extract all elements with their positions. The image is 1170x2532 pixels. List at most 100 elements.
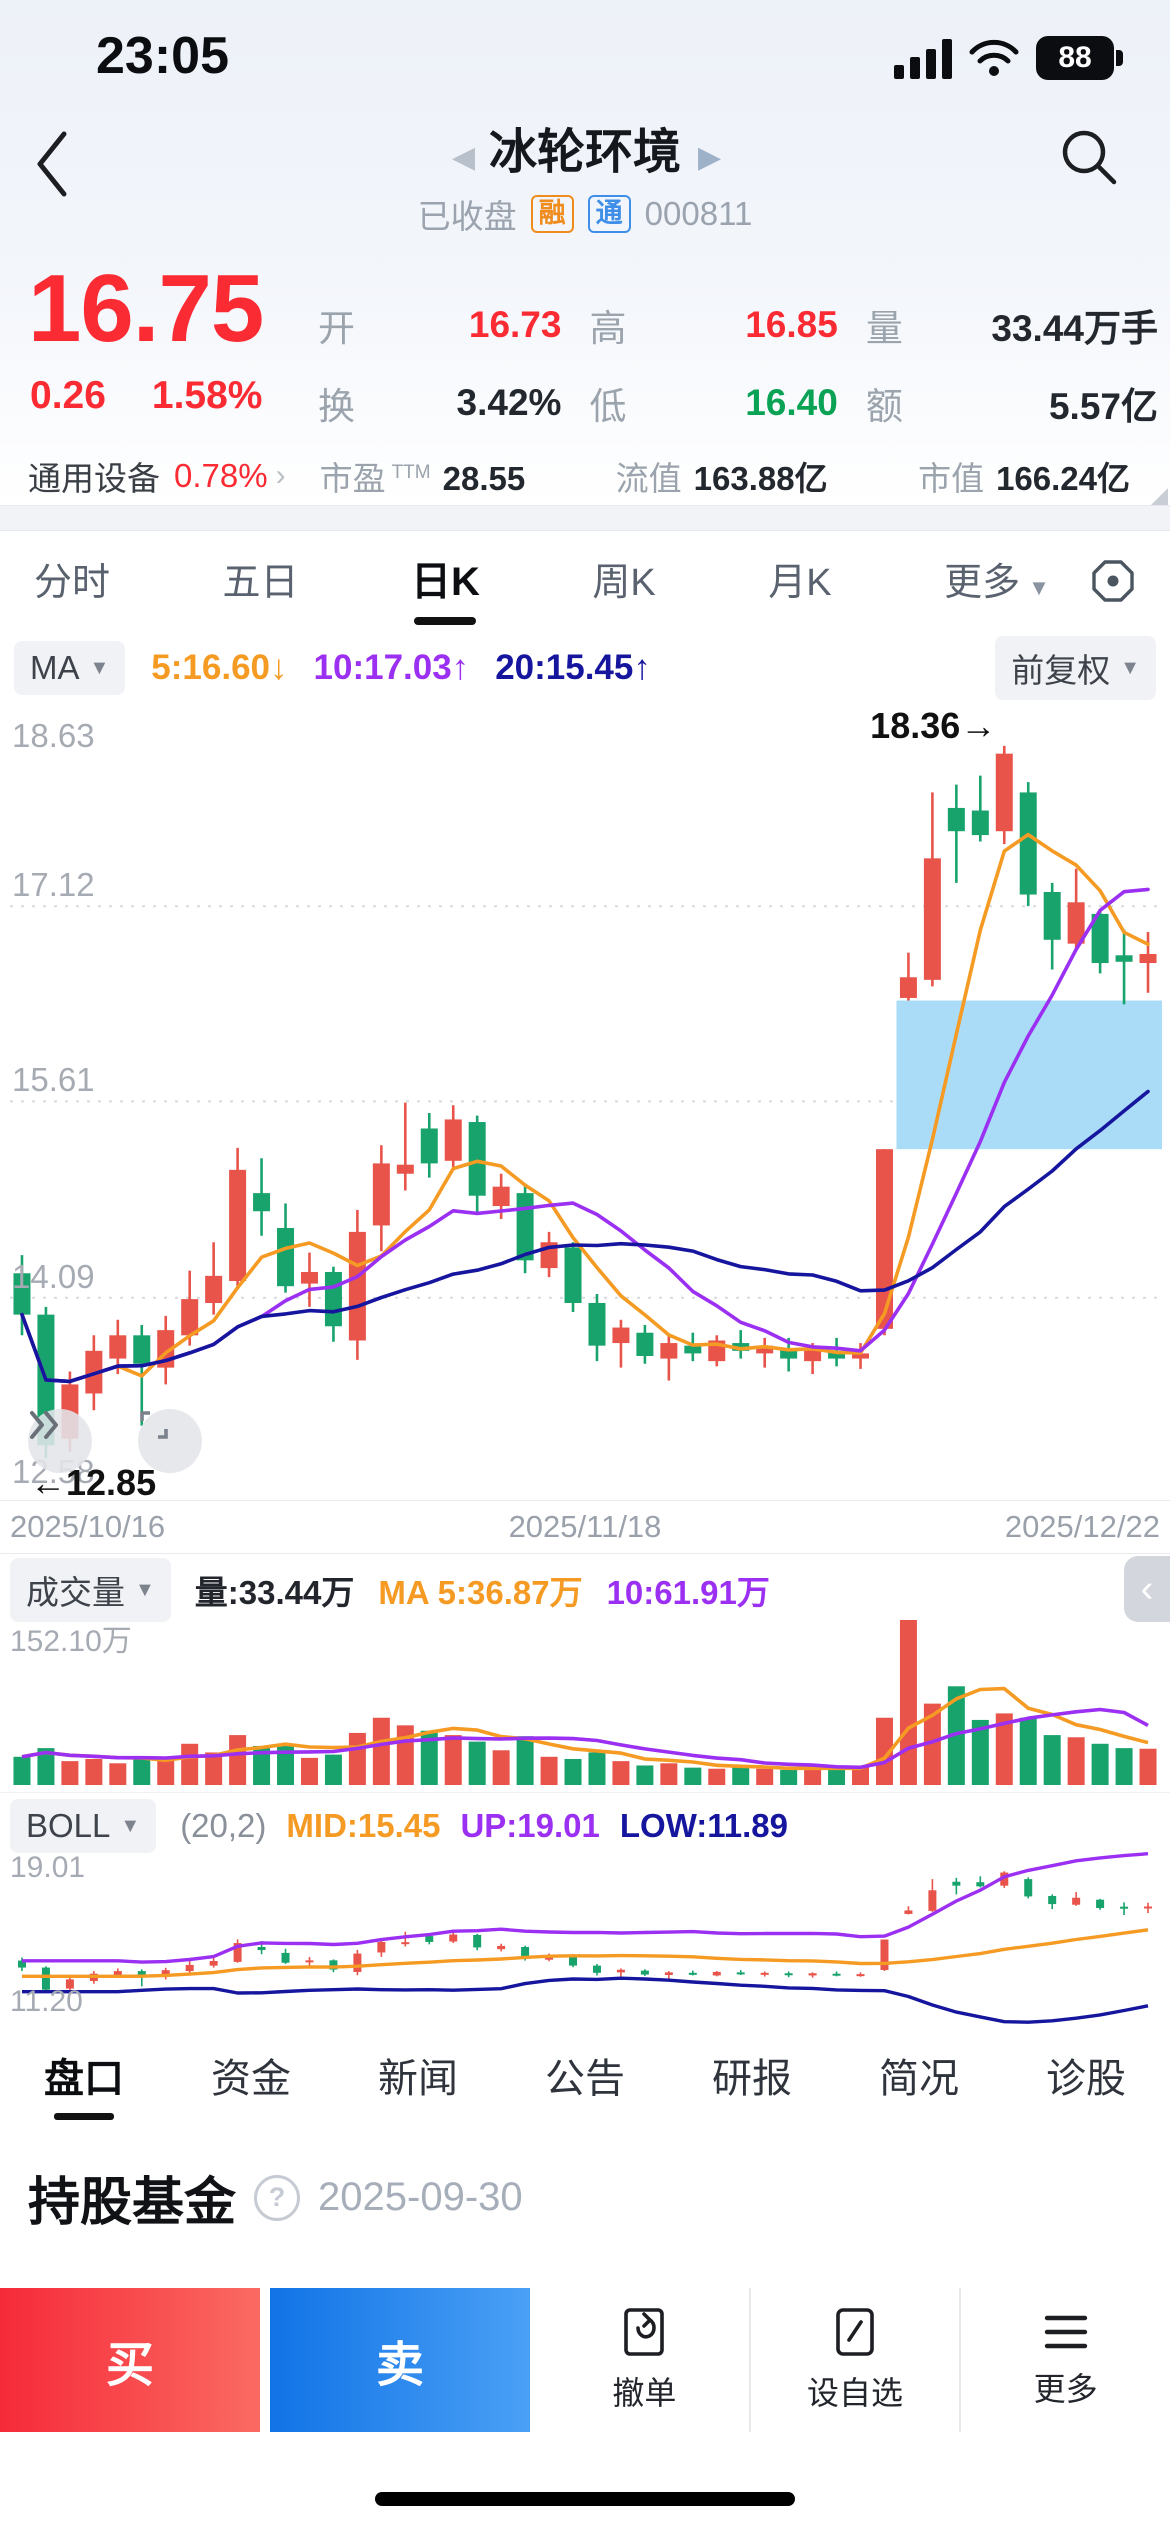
- valuation-value: 28.55: [442, 460, 526, 497]
- more-actions-label: 更多: [1033, 2371, 1098, 2407]
- period-tab-分时[interactable]: 分时: [34, 561, 111, 604]
- period-tab-五日[interactable]: 五日: [222, 561, 299, 604]
- valuation-label: 市盈: [319, 460, 386, 497]
- price-change-pct: 1.58%: [151, 374, 263, 417]
- quote-stat-1: 高 16.85: [589, 298, 837, 352]
- cellular-signal-icon: [894, 37, 952, 79]
- ma-value-1: 10:17.03↑: [313, 648, 470, 687]
- chart-settings-icon[interactable]: [1090, 558, 1136, 604]
- sector-arrow-icon: ›: [275, 459, 286, 492]
- volume-indicator-selector[interactable]: 成交量 ▼: [10, 1558, 171, 1622]
- menu-icon: [1044, 2315, 1087, 2349]
- quote-stat-label: 高: [589, 308, 627, 349]
- battery-percent: 88: [1058, 41, 1092, 74]
- wifi-icon: [969, 39, 1019, 76]
- stock-title: 冰轮环境: [488, 126, 681, 179]
- sell-button[interactable]: 卖: [270, 2288, 530, 2432]
- detail-tab-资金[interactable]: 资金: [211, 2057, 291, 2101]
- cancel-order-icon: [624, 2308, 665, 2356]
- ma-selector-label: MA: [30, 649, 80, 686]
- detail-tab-诊股[interactable]: 诊股: [1046, 2057, 1126, 2101]
- quote-stat-value: 16.85: [745, 304, 838, 345]
- period-tab-月K[interactable]: 月K: [768, 561, 832, 604]
- ma-value-2: 20:15.45↑: [495, 648, 651, 687]
- date-mid: 2025/11/18: [508, 1509, 662, 1544]
- current-price: 16.75: [28, 255, 264, 362]
- help-icon[interactable]: ?: [254, 2174, 301, 2221]
- collapse-panel-button[interactable]: ‹: [1124, 1556, 1170, 1622]
- status-time: 23:05: [96, 27, 229, 85]
- price-change-row: 0.26 1.58%: [30, 374, 263, 418]
- more-actions-button[interactable]: 更多: [959, 2288, 1170, 2432]
- volume-max-label: 152.10万: [10, 1625, 132, 1658]
- boll-legend-1: MID:15.45: [286, 1807, 441, 1844]
- volume-svg: [13, 1620, 1157, 1785]
- prev-stock-icon[interactable]: ◀: [452, 141, 476, 174]
- detail-tab-简况[interactable]: 简况: [879, 2057, 959, 2101]
- cancel-order-button[interactable]: 撤单: [540, 2288, 749, 2432]
- detail-tab-研报[interactable]: 研报: [712, 2057, 792, 2101]
- detail-tab-盘口[interactable]: 盘口: [44, 2038, 124, 2120]
- boll-legend-3: LOW:11.89: [619, 1807, 789, 1844]
- header: ◀ 冰轮环境 ▶ 已收盘 融 通 000811: [0, 110, 1170, 260]
- sector-row[interactable]: 通用设备 0.78% › 市盈 TTM 28.55 流值 163.88亿 市值 166.24…: [28, 452, 1130, 500]
- edit-watchlist-icon: [836, 2308, 874, 2356]
- home-indicator[interactable]: [375, 2492, 795, 2506]
- action-items: 撤单 设自选 更多: [540, 2288, 1170, 2432]
- valuation-item-2: 市值 166.24亿: [918, 452, 1130, 500]
- period-tab-bar: 分时 五日 日K 周K 月K 更多 ▼: [0, 529, 1170, 633]
- high-price-annotation: 18.36→: [870, 705, 997, 746]
- valuation-value: 166.24亿: [996, 460, 1130, 497]
- quote-stat-value: 5.57亿: [1048, 386, 1158, 427]
- caret-down-icon: ▼: [135, 1578, 155, 1601]
- date-start: 2025/10/16: [10, 1509, 166, 1544]
- volume-selector-label: 成交量: [26, 1574, 125, 1611]
- quote-stat-label: 开: [318, 308, 355, 349]
- fast-forward-button[interactable]: [28, 1409, 92, 1473]
- quote-stat-value: 16.40: [745, 382, 838, 423]
- adjust-mode-label: 前复权: [1011, 652, 1111, 689]
- stock-code: 000811: [644, 195, 753, 232]
- quote-stat-value: 16.73: [468, 304, 562, 345]
- detail-tab-新闻[interactable]: 新闻: [378, 2057, 458, 2101]
- fullscreen-button[interactable]: [138, 1409, 202, 1473]
- detail-tab-公告[interactable]: 公告: [545, 2057, 625, 2101]
- kline-svg: [10, 745, 1164, 1459]
- search-button[interactable]: [1056, 124, 1126, 194]
- boll-indicator-selector[interactable]: BOLL ▼: [10, 1799, 157, 1853]
- period-tab-更多[interactable]: 更多 ▼: [944, 561, 1050, 604]
- quote-stat-4: 低 16.40: [589, 376, 837, 430]
- status-icons: 88: [894, 36, 1123, 80]
- quote-stat-0: 开 16.73: [318, 298, 561, 352]
- ma-selector[interactable]: MA ▼: [14, 641, 126, 695]
- add-watchlist-button[interactable]: 设自选: [748, 2288, 960, 2432]
- sector-name: 通用设备: [28, 460, 160, 497]
- period-tab-周K[interactable]: 周K: [592, 561, 656, 604]
- boll-svg: [17, 1852, 1153, 2024]
- fund-section-title: 持股基金: [28, 2174, 237, 2232]
- adjust-mode-selector[interactable]: 前复权 ▼: [995, 636, 1156, 700]
- y-axis-label-2: 15.61: [12, 1061, 95, 1099]
- caret-down-icon: ▼: [1120, 656, 1140, 679]
- period-tab-日K[interactable]: 日K: [411, 537, 480, 625]
- fund-section: 持股基金 ? 2025-09-30: [0, 2122, 1170, 2288]
- search-icon: [1062, 130, 1117, 185]
- next-stock-icon[interactable]: ▶: [698, 141, 722, 174]
- connect-badge: 通: [587, 195, 631, 233]
- quote-stat-label: 换: [318, 386, 355, 427]
- boll-selector-label: BOLL: [26, 1807, 111, 1844]
- volume-legend-2: 10:61.91万: [606, 1574, 770, 1611]
- boll-legend: (20,2) MID:15.45 UP:19.01 LOW:11.89: [180, 1807, 788, 1845]
- quote-stats-grid: 开 16.73 高 16.85 量 33.44万手换 3.42% 低 16.40 额 5.57亿: [318, 286, 1158, 442]
- ma-value-0: 5:16.60↓: [151, 648, 288, 687]
- buy-button[interactable]: 买: [0, 2288, 260, 2432]
- valuation-row: 市盈 TTM 28.55 流值 163.88亿 市值 166.24亿: [320, 452, 1130, 500]
- quote-stat-label: 低: [589, 386, 627, 427]
- boll-pane[interactable]: BOLL ▼ (20,2) MID:15.45 UP:19.01 LOW:11.89 …: [0, 1792, 1170, 2037]
- fund-report-date: 2025-09-30: [318, 2175, 523, 2219]
- back-button[interactable]: [30, 124, 100, 204]
- volume-pane[interactable]: 成交量 ▼ 量:33.44万 MA 5:36.87万 10:61.91万 152.1…: [0, 1552, 1170, 1792]
- valuation-item-1: 流值 163.88亿: [616, 452, 828, 500]
